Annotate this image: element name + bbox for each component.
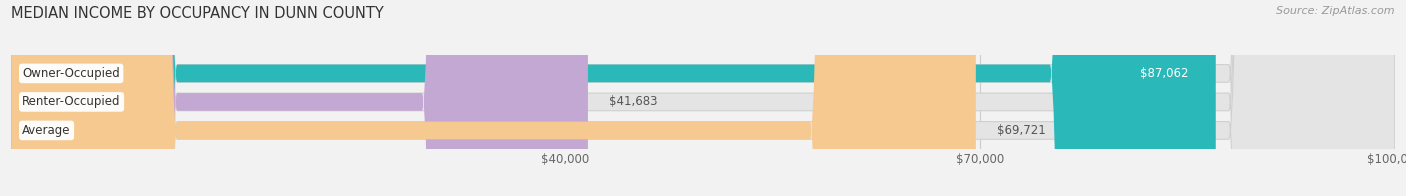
- Text: MEDIAN INCOME BY OCCUPANCY IN DUNN COUNTY: MEDIAN INCOME BY OCCUPANCY IN DUNN COUNT…: [11, 6, 384, 21]
- FancyBboxPatch shape: [11, 0, 588, 196]
- Text: $87,062: $87,062: [1140, 67, 1188, 80]
- Text: $41,683: $41,683: [609, 95, 657, 108]
- FancyBboxPatch shape: [11, 0, 1395, 196]
- Text: Source: ZipAtlas.com: Source: ZipAtlas.com: [1277, 6, 1395, 16]
- Text: Renter-Occupied: Renter-Occupied: [22, 95, 121, 108]
- FancyBboxPatch shape: [11, 0, 1395, 196]
- FancyBboxPatch shape: [11, 0, 1216, 196]
- Text: $69,721: $69,721: [997, 124, 1045, 137]
- FancyBboxPatch shape: [11, 0, 1395, 196]
- FancyBboxPatch shape: [11, 0, 976, 196]
- Text: Average: Average: [22, 124, 70, 137]
- Text: Owner-Occupied: Owner-Occupied: [22, 67, 120, 80]
